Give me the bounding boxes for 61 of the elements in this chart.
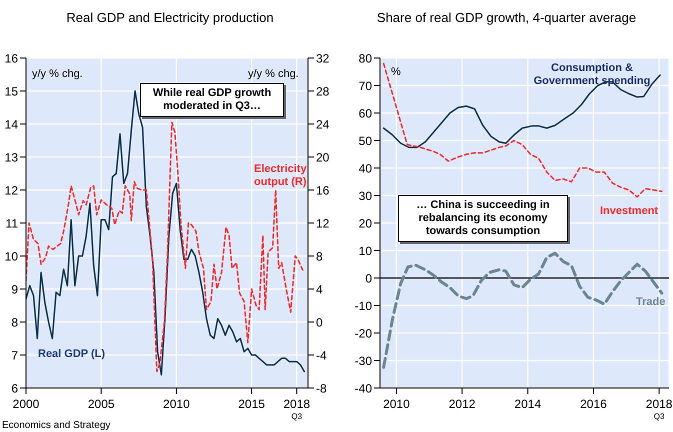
series-label: Real GDP (L) xyxy=(38,348,106,361)
y-tick-label: 11 xyxy=(6,216,18,230)
y2-tick-label: 20 xyxy=(316,150,330,164)
y-tick-label: 8 xyxy=(11,315,18,330)
series-label: Trade xyxy=(636,296,666,309)
y-tick-label: 60 xyxy=(358,106,372,120)
y-tick-label: 12 xyxy=(4,183,18,198)
x-tick-label: 2018 Q3 xyxy=(646,397,673,421)
x-tick-label: 2018 Q3 xyxy=(283,397,310,421)
y2-axis-title: y/y % chg. xyxy=(248,68,299,80)
y-tick-label: 10 xyxy=(358,244,372,258)
line-series xyxy=(382,74,661,148)
y2-tick-label: -4 xyxy=(316,348,327,362)
y2-tick-label: 24 xyxy=(316,117,330,132)
y2-tick-label: 28 xyxy=(316,84,330,98)
x-tick-label: 2015 xyxy=(238,397,266,411)
y-tick-label: 20 xyxy=(358,216,372,230)
series-label: Consumption & Government spending xyxy=(532,62,652,88)
series-label: Investment xyxy=(600,205,658,218)
y2-tick-label: 4 xyxy=(316,282,323,296)
y-tick-label: 14 xyxy=(4,117,18,132)
y-tick-label: 6 xyxy=(11,381,18,396)
x-tick-label: 2010 xyxy=(383,397,410,411)
y-tick-label: 80 xyxy=(358,51,372,66)
x-tick-label: 2016 xyxy=(580,397,608,411)
y-tick-label: -40 xyxy=(354,381,372,396)
y-tick-label: 7 xyxy=(11,348,18,362)
y2-tick-label: 0 xyxy=(316,315,323,330)
y-tick-label: 13 xyxy=(4,150,18,164)
x-tick-label: 2014 xyxy=(514,397,542,411)
callout-box: While real GDP growth moderated in Q3… xyxy=(140,83,284,117)
y-tick-label: -10 xyxy=(354,298,372,313)
y-tick-label: 50 xyxy=(358,134,372,148)
y-tick-label: 0 xyxy=(365,271,372,286)
y2-tick-label: 32 xyxy=(316,51,330,66)
callout-box: … China is succeeding in rebalancing its economy towards consumption xyxy=(398,195,568,242)
y-tick-label: -20 xyxy=(354,326,372,340)
x-tick-label: 2012 xyxy=(448,397,476,411)
y2-tick-label: 12 xyxy=(316,216,330,230)
y-tick-label: -30 xyxy=(354,354,372,368)
y-tick-label: 10 xyxy=(4,249,18,264)
y-tick-label: 40 xyxy=(358,161,372,176)
y-tick-label: 30 xyxy=(358,188,372,203)
x-tick-label: 2005 xyxy=(88,397,115,411)
x-tick-label: 2000 xyxy=(12,397,40,411)
line-series xyxy=(382,252,664,369)
y2-tick-label: -8 xyxy=(316,381,327,396)
y-tick-label: 70 xyxy=(358,78,372,93)
y-tick-label: 9 xyxy=(11,282,18,296)
y-tick-label: 15 xyxy=(4,84,18,98)
text: Economics and Strategy xyxy=(2,420,110,431)
x-tick-label: 2010 xyxy=(163,397,190,411)
line-series xyxy=(382,62,663,198)
series-label: Electricity output (R) xyxy=(254,163,307,188)
y-axis-title: % xyxy=(391,66,401,78)
y2-tick-label: 8 xyxy=(316,249,323,264)
y2-tick-label: 16 xyxy=(316,183,330,198)
chart-title: Share of real GDP growth, 4-quarter average xyxy=(376,10,638,25)
y-axis-title: y/y % chg. xyxy=(32,68,83,80)
chart-title: Real GDP and Electricity production xyxy=(65,10,275,25)
y-tick-label: 16 xyxy=(4,51,18,66)
